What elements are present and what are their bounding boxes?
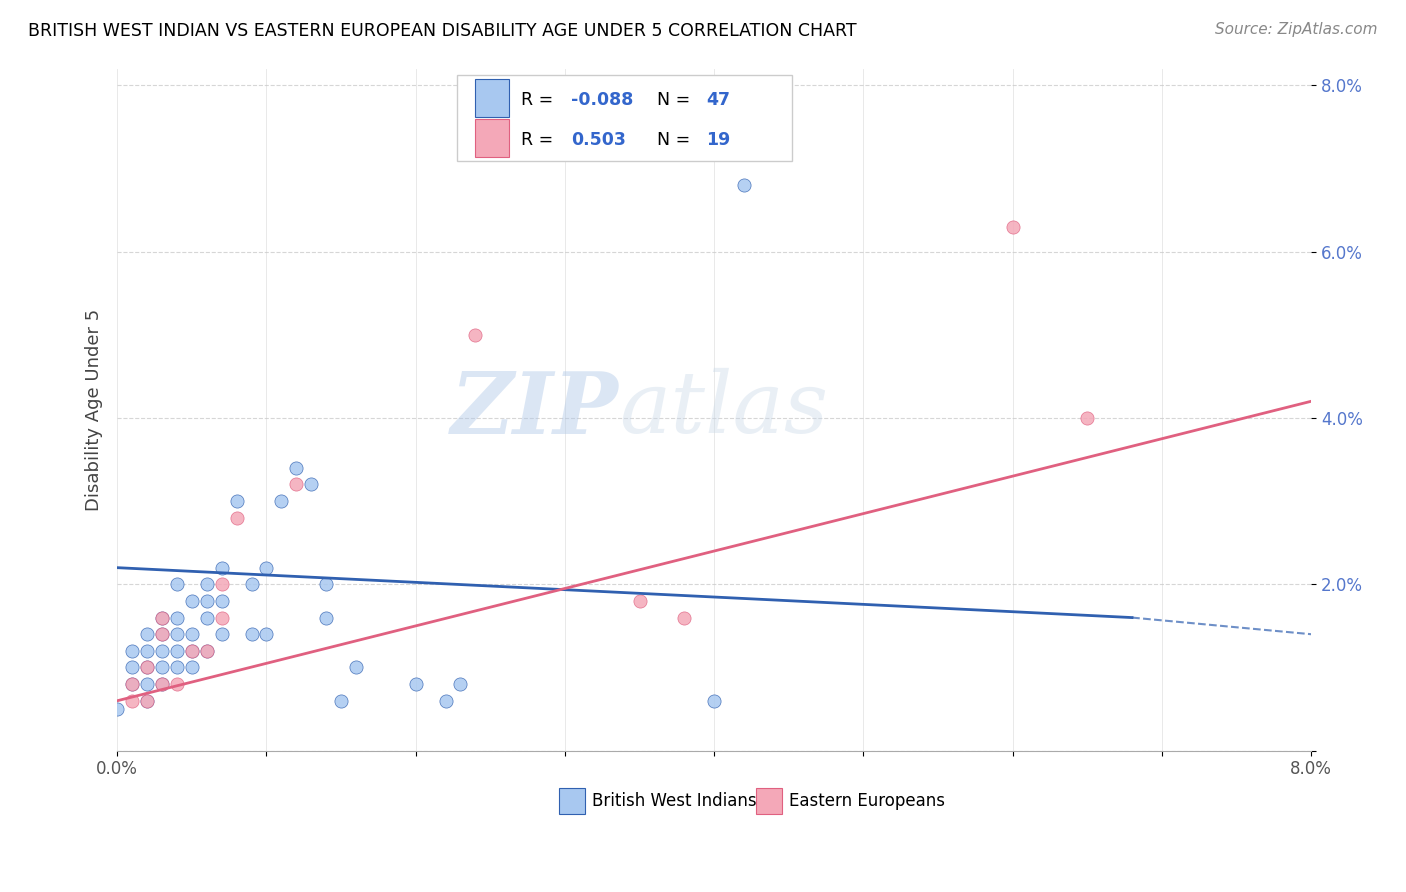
Point [150, 627, 173, 641]
Point [121, 677, 143, 691]
Point [315, 577, 337, 591]
Y-axis label: Disability Age Under 5: Disability Age Under 5 [86, 309, 103, 511]
Point [285, 477, 308, 491]
Point [405, 677, 427, 691]
Point [121, 694, 143, 708]
Bar [560, 789, 585, 814]
Point [136, 694, 159, 708]
Point [136, 694, 159, 708]
Point [180, 660, 202, 674]
Point [150, 627, 173, 641]
Point [180, 594, 202, 608]
Text: N =: N = [657, 131, 696, 149]
Point [166, 660, 188, 674]
Point [1001, 219, 1024, 234]
Point [121, 677, 143, 691]
Point [449, 677, 471, 691]
Point [240, 577, 263, 591]
Point [166, 627, 188, 641]
Point [136, 677, 159, 691]
Point [180, 644, 202, 658]
Point [285, 460, 308, 475]
Point [166, 644, 188, 658]
Point [344, 660, 367, 674]
Point [150, 660, 173, 674]
Point [136, 660, 159, 674]
Point [195, 577, 218, 591]
Point [166, 677, 188, 691]
Point [150, 644, 173, 658]
Text: R =: R = [520, 91, 558, 109]
Point [211, 577, 233, 591]
Point [195, 610, 218, 624]
Point [211, 610, 233, 624]
Point [121, 660, 143, 674]
Text: N =: N = [657, 91, 696, 109]
Point [254, 627, 277, 641]
Point [211, 560, 233, 574]
Point [136, 627, 159, 641]
Point [180, 627, 202, 641]
Point [136, 644, 159, 658]
Point [150, 610, 173, 624]
Point [673, 610, 696, 624]
Text: Source: ZipAtlas.com: Source: ZipAtlas.com [1215, 22, 1378, 37]
Text: Eastern Europeans: Eastern Europeans [789, 792, 945, 810]
Point [195, 594, 218, 608]
Text: 47: 47 [706, 91, 730, 109]
Point [330, 694, 353, 708]
Text: atlas: atlas [619, 368, 828, 451]
Point [225, 494, 247, 508]
Bar [756, 789, 782, 814]
Point [299, 477, 322, 491]
Bar [475, 120, 509, 157]
Text: 0.503: 0.503 [571, 131, 626, 149]
Bar [475, 79, 509, 117]
Point [195, 644, 218, 658]
Point [270, 494, 292, 508]
Point [434, 694, 457, 708]
Point [180, 644, 202, 658]
Point [121, 644, 143, 658]
FancyBboxPatch shape [457, 75, 792, 161]
Text: -0.088: -0.088 [571, 91, 633, 109]
Point [240, 627, 263, 641]
Point [211, 627, 233, 641]
Point [166, 577, 188, 591]
Point [464, 327, 486, 342]
Point [225, 510, 247, 524]
Text: 19: 19 [706, 131, 730, 149]
Point [150, 677, 173, 691]
Text: British West Indians: British West Indians [592, 792, 756, 810]
Point [1076, 411, 1098, 425]
Point [733, 178, 755, 192]
Point [211, 594, 233, 608]
Point [254, 560, 277, 574]
Point [315, 610, 337, 624]
Point [105, 702, 128, 716]
Text: R =: R = [520, 131, 564, 149]
Point [166, 610, 188, 624]
Point [628, 594, 651, 608]
Point [136, 660, 159, 674]
Point [150, 677, 173, 691]
Point [150, 610, 173, 624]
Point [703, 694, 725, 708]
Point [195, 644, 218, 658]
Text: ZIP: ZIP [451, 368, 619, 451]
Text: BRITISH WEST INDIAN VS EASTERN EUROPEAN DISABILITY AGE UNDER 5 CORRELATION CHART: BRITISH WEST INDIAN VS EASTERN EUROPEAN … [28, 22, 856, 40]
